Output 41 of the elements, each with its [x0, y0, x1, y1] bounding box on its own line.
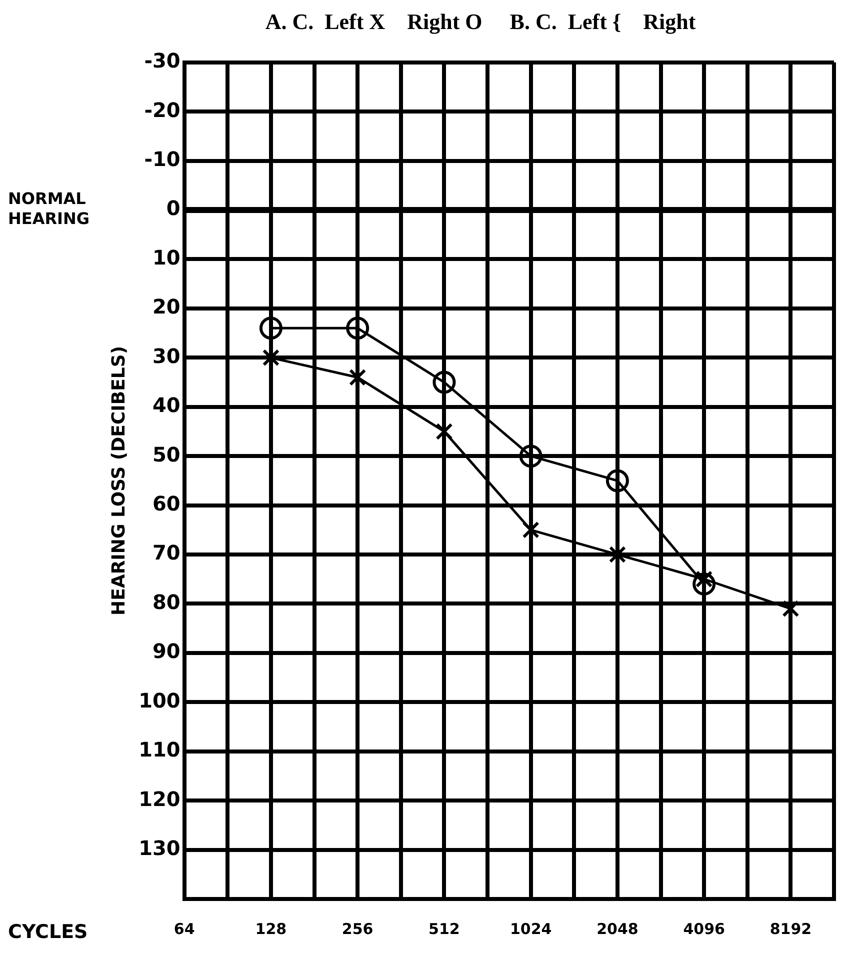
x-tick-label: 128 — [255, 920, 287, 938]
point — [259, 316, 282, 340]
y-tick-label: 40 — [152, 393, 180, 418]
y-tick-label: -30 — [144, 48, 180, 73]
y-tick-label: 80 — [152, 590, 180, 614]
y-tick-label: 110 — [138, 738, 180, 762]
point — [606, 469, 629, 492]
point — [346, 316, 370, 340]
y-tick-label: 30 — [152, 344, 180, 368]
ref-line-label: NORMAL HEARING — [8, 189, 90, 228]
x-tick-label: 256 — [342, 920, 374, 938]
y-tick-label: 120 — [138, 786, 180, 811]
y-tick-label: 60 — [152, 492, 180, 516]
point — [692, 572, 716, 596]
y-tick-label: -20 — [144, 98, 180, 122]
x-tick-label: 8192 — [770, 920, 812, 938]
point — [349, 368, 366, 386]
point — [782, 600, 800, 618]
y-tick-label: 70 — [152, 540, 180, 565]
point — [262, 349, 280, 366]
x-tick-label: 64 — [174, 920, 195, 938]
y-tick-label: 50 — [152, 442, 180, 466]
x-tick-label: 4096 — [683, 920, 725, 938]
y-tick-label: 90 — [152, 639, 180, 664]
y-tick-label: 0 — [166, 196, 180, 220]
y-tick-label: 20 — [152, 294, 180, 319]
point — [519, 444, 542, 468]
x-tick-label: 2048 — [596, 920, 638, 938]
point — [436, 422, 453, 440]
y-tick-label: 10 — [152, 245, 180, 270]
point — [432, 370, 456, 394]
y-tick-label: 100 — [138, 688, 180, 712]
y-tick-label: -10 — [144, 147, 180, 172]
point — [522, 521, 540, 538]
x-axis-title: CYCLES — [8, 920, 88, 943]
chart-title: A. C. Left X Right O B. C. Left { Right — [265, 8, 696, 34]
x-tick-label: 512 — [428, 920, 460, 938]
x-tick-label: 1024 — [510, 920, 552, 938]
y-tick-label: 130 — [138, 836, 180, 860]
y-axis-title: HEARING LOSS (DECIBELS) — [108, 346, 130, 616]
point — [608, 546, 626, 564]
